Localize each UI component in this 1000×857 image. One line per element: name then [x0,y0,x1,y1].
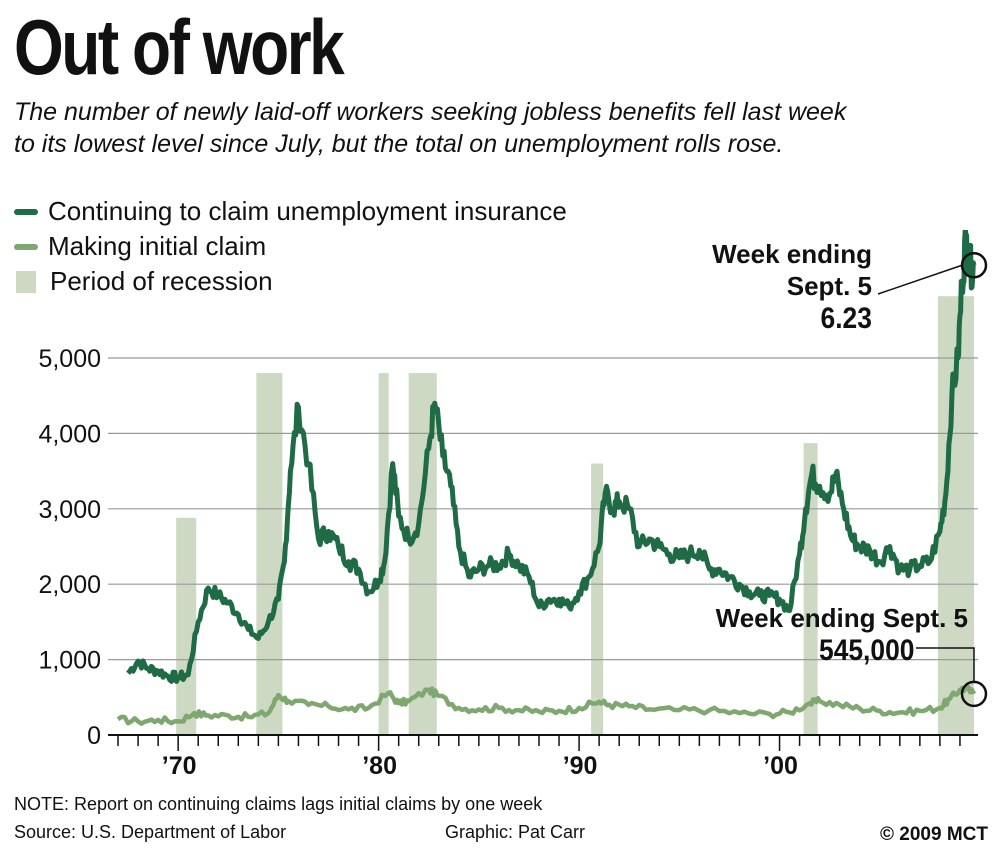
subtitle: The number of newly laid-off workers see… [14,96,994,160]
page-title: Out of work [14,3,345,91]
y-tick-label: 1,000 [38,647,101,675]
footer-copyright: © 2009 MCT [880,824,988,845]
y-tick-label: 2,000 [38,571,101,599]
continuing-leader-line [877,264,963,295]
legend-swatch-continuing [14,208,38,215]
legend-swatch-recession [16,270,36,293]
series-line-initial-claims [116,684,977,726]
footer-graphic: Graphic: Pat Carr [445,822,586,842]
x-tick-label: ’80 [362,752,397,780]
legend: Continuing to claim unemployment insuran… [14,194,567,299]
legend-item-initial: Making initial claim [14,229,567,264]
legend-label-initial: Making initial claim [48,231,267,261]
initial-leader-line [916,647,975,682]
recession-bar-2 [256,373,283,735]
legend-item-recession: Period of recession [14,264,567,299]
x-tick-label: ’00 [763,752,798,780]
y-tick-label: 4,000 [38,420,101,448]
legend-swatch-initial [14,243,38,250]
continuing-annotation-line-1: Week ending [712,239,872,269]
x-tick-label: ’70 [162,752,197,780]
legend-item-continuing: Continuing to claim unemployment insuran… [14,194,567,229]
subtitle-line-2: to its lowest level since July, but the … [14,130,784,158]
x-tick-label: ’90 [563,752,598,780]
series-line-continuing-claims [126,230,977,684]
initial-annotation-value: 545,000 [818,634,914,667]
legend-label-recession: Period of recession [50,266,273,296]
continuing-annotation-line-2: Sept. 5 [786,271,872,301]
subtitle-line-1: The number of newly laid-off workers see… [14,98,847,126]
initial-annotation-label: Week ending Sept. 5 [715,603,968,633]
y-tick-label: 3,000 [38,496,101,524]
continuing-annotation: Week ending Sept. 5 6.23 [712,238,872,336]
y-tick-label: 5,000 [38,345,101,373]
footer-note: NOTE: Report on continuing claims lags i… [14,794,543,814]
footer-source: Source: U.S. Department of Labor [14,822,287,842]
y-tick-label: 0 [87,722,101,750]
recession-bar-1 [176,517,197,735]
legend-label-continuing: Continuing to claim unemployment insuran… [48,196,567,226]
continuing-annotation-value: 6.23 [820,302,872,335]
